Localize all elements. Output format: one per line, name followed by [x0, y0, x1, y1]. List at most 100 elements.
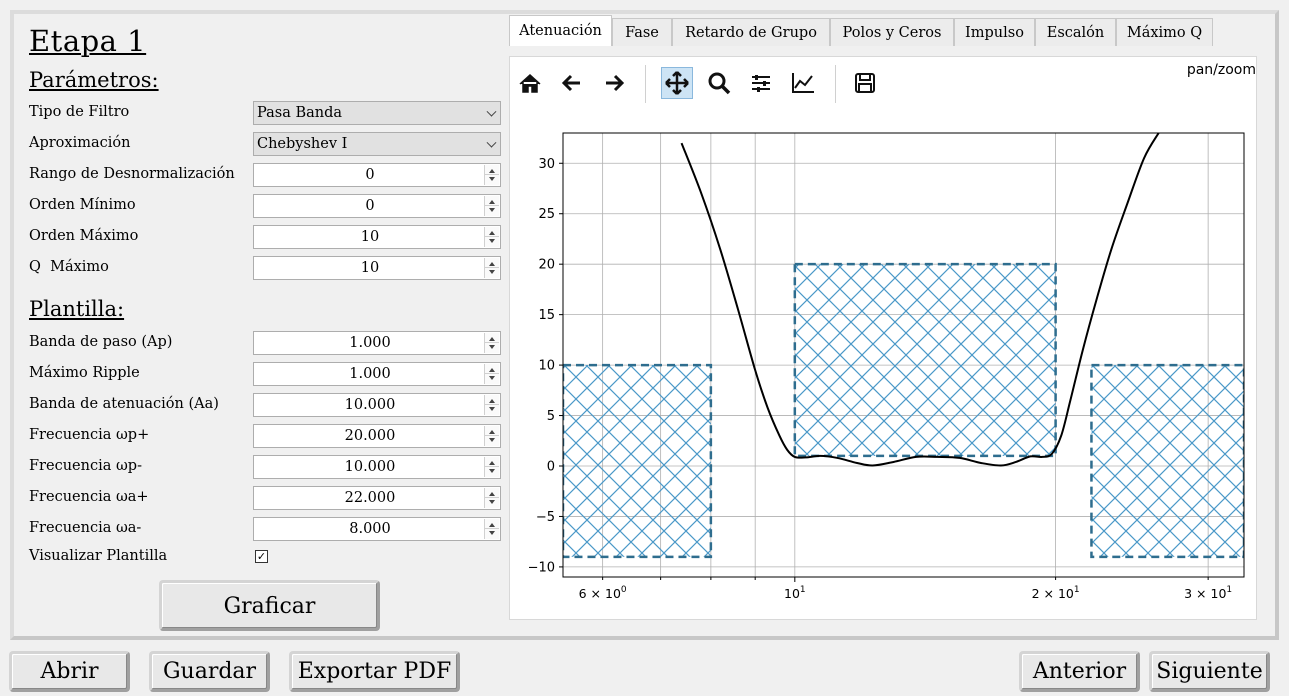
tab-max-q[interactable]: Máximo Q: [1116, 18, 1213, 46]
wa-plus-spinbox[interactable]: 22.000: [253, 486, 501, 510]
spin-buttons[interactable]: [484, 426, 499, 446]
approximation-label: Aproximación: [29, 135, 131, 151]
tab-poles-zeros[interactable]: Polos y Ceros: [830, 18, 954, 46]
spin-buttons[interactable]: [484, 165, 499, 185]
subplots-icon[interactable]: [745, 67, 777, 99]
spin-down-icon[interactable]: [489, 469, 495, 473]
spin-buttons[interactable]: [484, 258, 499, 278]
y-tick-label: −10: [528, 560, 555, 575]
spin-up-icon[interactable]: [489, 262, 495, 266]
home-icon[interactable]: [514, 67, 546, 99]
spin-down-icon[interactable]: [489, 376, 495, 380]
save-button[interactable]: Guardar: [149, 651, 270, 692]
spin-down-icon[interactable]: [489, 270, 495, 274]
spin-buttons[interactable]: [484, 364, 499, 384]
min-order-spinbox[interactable]: 0: [253, 194, 501, 218]
plot-panel: pan/zoom −10 −5 0 5 10 15 20 25 30 101 6 × 100 2 × …: [509, 56, 1257, 620]
back-arrow-icon[interactable]: [556, 67, 588, 99]
open-button[interactable]: Abrir: [9, 651, 130, 692]
tab-phase[interactable]: Fase: [612, 18, 672, 46]
filter-type-select[interactable]: Pasa Banda: [253, 101, 501, 125]
spin-down-icon[interactable]: [489, 208, 495, 212]
chevron-down-icon: [486, 137, 497, 148]
spin-buttons[interactable]: [484, 333, 499, 353]
attenuation-chart[interactable]: −10 −5 0 5 10 15 20 25 30 101 6 × 100 2 × 101 3 × 10…: [510, 113, 1256, 619]
tab-attenuation[interactable]: Atenuación: [509, 15, 612, 46]
wa-plus-label: Frecuencia ωa+: [29, 489, 149, 505]
spin-up-icon[interactable]: [489, 523, 495, 527]
filter-type-row: Tipo de Filtro Pasa Banda: [29, 101, 501, 125]
wa-plus-row: Frecuencia ωa+ 22.000: [29, 486, 501, 510]
tab-impulse[interactable]: Impulso: [954, 18, 1035, 46]
spin-up-icon[interactable]: [489, 399, 495, 403]
spin-down-icon[interactable]: [489, 177, 495, 181]
spin-down-icon[interactable]: [489, 345, 495, 349]
spin-buttons[interactable]: [484, 457, 499, 477]
spin-up-icon[interactable]: [489, 169, 495, 173]
max-q-value: 10: [360, 260, 380, 276]
aa-label: Banda de atenuación (Aa): [29, 396, 219, 412]
spin-buttons[interactable]: [484, 227, 499, 247]
spin-down-icon[interactable]: [489, 500, 495, 504]
max-order-spinbox[interactable]: 10: [253, 225, 501, 249]
ripple-spinbox[interactable]: 1.000: [253, 362, 501, 386]
y-tick-label: 0: [547, 460, 555, 475]
spin-up-icon[interactable]: [489, 461, 495, 465]
ripple-value: 1.000: [349, 366, 391, 382]
show-template-row: Visualizar Plantilla ✓: [29, 545, 501, 569]
ap-value: 1.000: [349, 335, 391, 351]
plot-button[interactable]: Graficar: [159, 580, 380, 631]
aa-spinbox[interactable]: 10.000: [253, 393, 501, 417]
template-heading: Plantilla:: [29, 297, 125, 321]
tab-group-delay[interactable]: Retardo de Grupo: [672, 18, 830, 46]
attenuation-curve-1: [680, 133, 1160, 467]
spin-down-icon[interactable]: [489, 531, 495, 535]
spin-down-icon[interactable]: [489, 438, 495, 442]
wa-minus-spinbox[interactable]: 8.000: [253, 517, 501, 541]
spin-up-icon[interactable]: [489, 430, 495, 434]
save-icon[interactable]: [849, 67, 881, 99]
forward-arrow-icon[interactable]: [598, 67, 630, 99]
ap-spinbox[interactable]: 1.000: [253, 331, 501, 355]
spin-up-icon[interactable]: [489, 368, 495, 372]
min-order-label: Orden Mínimo: [29, 197, 136, 213]
show-template-checkbox[interactable]: ✓: [255, 550, 268, 563]
edit-axis-icon[interactable]: [787, 67, 819, 99]
spin-up-icon[interactable]: [489, 492, 495, 496]
template-region-1: [563, 365, 711, 557]
approximation-select[interactable]: Chebyshev I: [253, 132, 501, 156]
spin-buttons[interactable]: [484, 488, 499, 508]
spin-down-icon[interactable]: [489, 407, 495, 411]
denorm-range-spinbox[interactable]: 0: [253, 163, 501, 187]
next-button[interactable]: Siguiente: [1149, 651, 1270, 692]
spin-buttons[interactable]: [484, 196, 499, 216]
spin-up-icon[interactable]: [489, 337, 495, 341]
max-order-row: Orden Máximo 10: [29, 225, 501, 249]
filter-type-value: Pasa Banda: [257, 105, 343, 121]
ap-label: Banda de paso (Ap): [29, 334, 173, 350]
ripple-label: Máximo Ripple: [29, 365, 140, 381]
wp-minus-value: 10.000: [344, 459, 396, 475]
zoom-icon[interactable]: [703, 67, 735, 99]
spin-down-icon[interactable]: [489, 239, 495, 243]
wp-minus-spinbox[interactable]: 10.000: [253, 455, 501, 479]
spin-up-icon[interactable]: [489, 231, 495, 235]
wp-plus-value: 20.000: [344, 428, 396, 444]
aa-row: Banda de atenuación (Aa) 10.000: [29, 393, 501, 417]
template-region-2: [794, 264, 1056, 456]
wa-minus-value: 8.000: [349, 521, 391, 537]
spin-up-icon[interactable]: [489, 200, 495, 204]
export-pdf-button[interactable]: Exportar PDF: [289, 651, 460, 692]
stage-title: Etapa 1: [29, 24, 147, 58]
x-tick-label: 3 × 101: [1184, 585, 1232, 601]
previous-button[interactable]: Anterior: [1019, 651, 1140, 692]
max-q-spinbox[interactable]: 10: [253, 256, 501, 280]
wp-plus-spinbox[interactable]: 20.000: [253, 424, 501, 448]
y-tick-label: −5: [536, 510, 555, 525]
wp-minus-row: Frecuencia ωp- 10.000: [29, 455, 501, 479]
spin-buttons[interactable]: [484, 395, 499, 415]
tab-step[interactable]: Escalón: [1035, 18, 1116, 46]
approximation-value: Chebyshev I: [257, 136, 348, 152]
spin-buttons[interactable]: [484, 519, 499, 539]
pan-icon[interactable]: [661, 67, 693, 99]
